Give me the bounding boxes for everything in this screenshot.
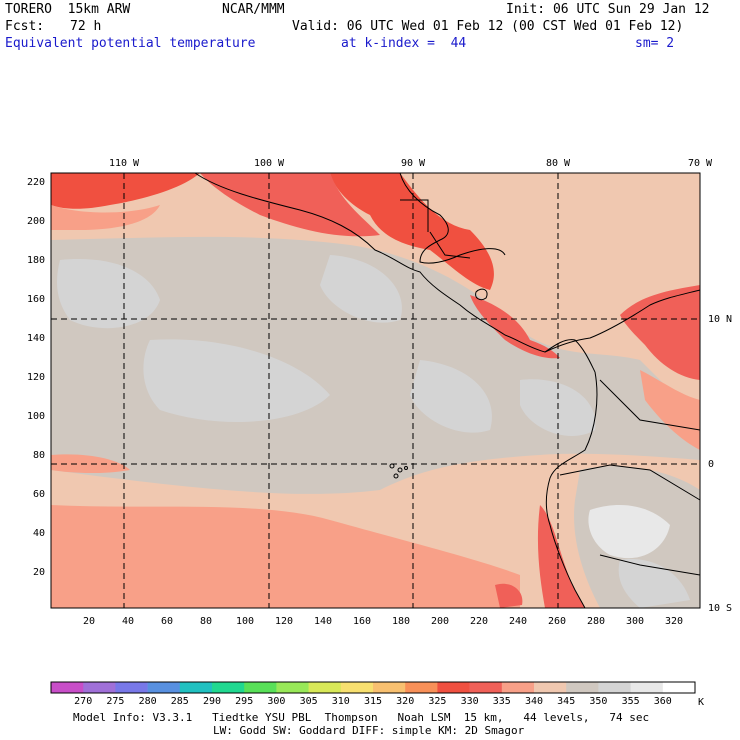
org-label: NCAR/MMM [222,2,285,17]
x-tick: 60 [161,616,173,627]
colorbar-label: 340 [524,696,544,707]
y-tick: 180 [27,255,45,266]
lon-label-80w: 80 W [546,158,571,169]
y-tick: 20 [33,567,45,578]
y-tick: 140 [27,333,45,344]
y-tick: 200 [27,216,45,227]
y-tick: 220 [27,177,45,188]
x-tick: 280 [587,616,605,627]
colorbar-swatch [244,682,277,693]
init-time: Init: 06 UTC Sun 29 Jan 12 [506,2,710,17]
smoothing: sm= 2 [635,36,675,51]
colorbar-label: 275 [106,696,125,707]
colorbar-swatch [373,682,406,693]
colorbar-label: 270 [74,696,93,707]
colorbar-swatch [340,682,374,693]
x-tick: 120 [275,616,293,627]
x-tick: 80 [200,616,212,627]
colorbar-swatch [179,682,213,693]
colorbar-label: 320 [396,696,415,707]
colorbar-swatch [405,682,438,693]
lat-label-0: 0 [708,459,714,470]
forecast-label: Fcst: [5,19,45,34]
colorbar-label: 285 [170,696,189,707]
colorbar-label: 315 [363,696,383,707]
x-tick: 140 [314,616,332,627]
y-tick: 60 [33,489,45,500]
colorbar-label: 295 [235,696,254,707]
field-name: Equivalent potential temperature [5,36,256,51]
x-tick: 300 [626,616,644,627]
x-tick: 200 [431,616,449,627]
bottom-x-ticks: 20 40 60 80 100 120 140 160 180 200 220 … [83,616,683,627]
colorbar-swatch [501,682,535,693]
x-tick: 40 [122,616,134,627]
y-tick: 80 [33,450,45,461]
colorbar-swatch [469,682,503,693]
forecast-hours: 72 h [70,19,102,34]
colorbar-label: 280 [138,696,157,707]
lon-label-70w: 70 W [688,158,713,169]
x-tick: 260 [548,616,566,627]
y-tick: 160 [27,294,45,305]
colorbar-label: 355 [621,696,640,707]
model-title: TORERO 15km ARW [5,2,131,17]
colorbar-label: 330 [460,696,479,707]
colorbar-label: 290 [202,696,222,707]
lon-label-100w: 100 W [254,158,285,169]
lon-label-110w: 110 W [109,158,140,169]
colorbar-label: 345 [557,696,576,707]
colorbar-frame [50,681,696,694]
colorbar-swatch [115,682,148,693]
colorbar-label: 335 [492,696,511,707]
left-y-ticks: 220 200 180 160 140 120 100 80 60 40 20 [27,177,45,578]
coastlines [194,172,701,609]
colorbar-swatch [598,682,631,693]
x-tick: 240 [509,616,527,627]
physics-info: LW: Godd SW: Goddard DIFF: simple KM: 2D… [213,724,525,737]
colorbar-label: 350 [589,696,608,707]
y-tick: 120 [27,372,45,383]
colorbar-swatch [662,682,696,693]
colorbar-label: 360 [653,696,672,707]
x-tick: 100 [236,616,254,627]
x-tick: 180 [392,616,410,627]
plot-frame [50,172,701,609]
y-tick: 40 [33,528,45,539]
colorbar [50,681,696,694]
colorbar-swatch [437,682,470,693]
colorbar-swatch [534,682,567,693]
colorbar-label: 310 [331,696,350,707]
colorbar-swatch [212,682,245,693]
colorbar-swatch [147,682,181,693]
lat-label-10s: 10 S [708,603,732,614]
x-tick: 220 [470,616,488,627]
x-tick: 20 [83,616,95,627]
colorbar-label: 300 [267,696,286,707]
valid-time: Valid: 06 UTC Wed 01 Feb 12 (00 CST Wed … [292,19,684,34]
colorbar-swatch [630,682,664,693]
lon-label-90w: 90 W [401,158,426,169]
colorbar-unit: K [698,697,704,708]
colorbar-swatch [276,682,309,693]
k-index: at k-index = 44 [341,36,467,51]
colorbar-swatch [308,682,342,693]
colorbar-label: 305 [299,696,318,707]
y-tick: 100 [27,411,45,422]
colorbar-swatch [83,682,116,693]
theta-e-field [51,173,700,608]
colorbar-swatch [566,682,599,693]
x-tick: 320 [665,616,683,627]
colorbar-label: 325 [428,696,447,707]
lat-label-10n: 10 N [708,314,732,325]
lat-lon-grid [51,173,700,608]
colorbar-swatch [51,682,84,693]
model-info: Model Info: V3.3.1 Tiedtke YSU PBL Thomp… [73,711,650,724]
x-tick: 160 [353,616,371,627]
